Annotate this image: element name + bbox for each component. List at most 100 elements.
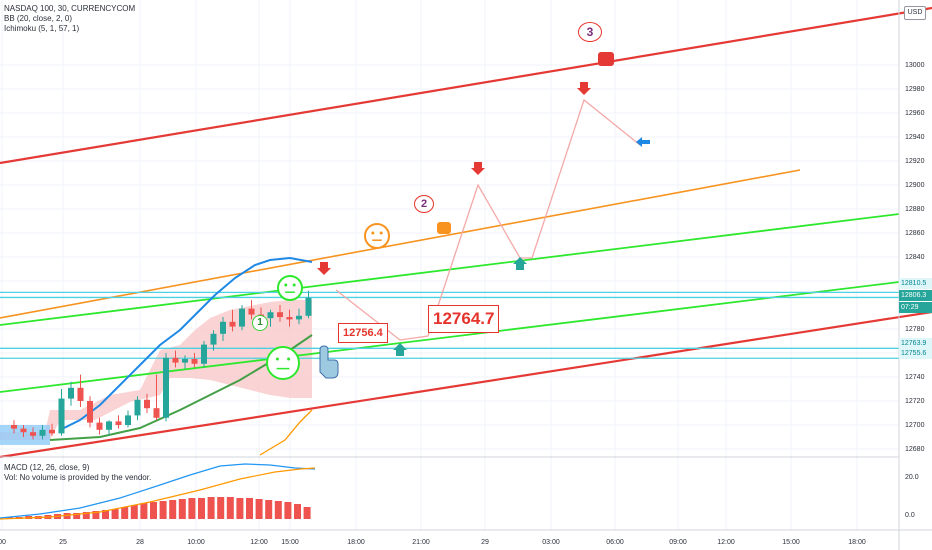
x-tick-label: 06:00	[606, 539, 624, 546]
channel-orange	[0, 169, 801, 319]
price-tag: 12806.3	[899, 290, 932, 301]
sell-arrow-2	[471, 162, 485, 175]
hand-pointer-icon	[319, 345, 339, 379]
macd-pane	[0, 463, 316, 520]
candle-body	[296, 315, 302, 320]
neutral-face-green-eye	[284, 283, 288, 287]
y-tick-label: 12920	[905, 158, 925, 165]
sell-arrow-3	[577, 82, 591, 95]
macd-histogram-bar	[178, 499, 186, 519]
macd-histogram-bar	[274, 501, 282, 519]
y-tick-label: 12780	[905, 326, 925, 333]
x-tick-label: 03:00	[542, 539, 560, 546]
x-tick-label: 12:00	[250, 539, 268, 546]
projection-path-line	[335, 98, 641, 341]
macd-histogram-bar	[92, 511, 100, 519]
step-bubble-1: 1	[252, 315, 268, 331]
macd-tick-20: 20.0	[905, 474, 919, 481]
x-tick-label: 15:00	[782, 539, 800, 546]
candle-body	[239, 308, 245, 327]
cloud-red	[0, 300, 312, 440]
price-tag: 12810.5	[899, 278, 932, 289]
candle-body	[153, 408, 160, 418]
price-tag: 12763.9	[899, 338, 932, 349]
step-bubble-2: 2	[414, 195, 434, 213]
neutral-face-green-large-outline	[266, 346, 300, 380]
currency-badge[interactable]: USD	[904, 6, 926, 20]
macd-signal-line	[0, 467, 316, 520]
x-tick-label: 18:00	[347, 539, 365, 546]
macd-histogram-bar	[217, 497, 225, 519]
y-tick-label: 12940	[905, 134, 925, 141]
candle-body	[248, 308, 255, 315]
projection-path	[335, 98, 641, 341]
macd-histogram-bar	[188, 498, 196, 519]
price-callout-12764: 12764.7	[428, 305, 500, 333]
symbol-title: NASDAQ 100, 30, CURRENCYCOM	[4, 4, 136, 13]
candle-body	[20, 428, 27, 433]
macd-histogram-bar	[6, 517, 13, 519]
cat-icon-red	[598, 52, 614, 66]
horizontal-levels	[0, 291, 899, 359]
candle-body	[277, 312, 283, 317]
candle-body	[182, 359, 188, 363]
candle-body	[125, 415, 131, 425]
candle-body	[87, 401, 93, 423]
macd-histogram-bar	[140, 503, 148, 519]
macd-histogram-bar	[63, 513, 71, 519]
price-tag: 07:29	[899, 302, 932, 313]
candle-body	[163, 357, 169, 418]
y-tick-label: 12700	[905, 422, 925, 429]
candle-body	[96, 422, 103, 430]
neutral-face-green-large-eye	[275, 357, 279, 361]
neutral-face-orange-eye	[379, 231, 383, 235]
macd-histogram-bar	[169, 500, 177, 519]
x-tick-label: 21:00	[412, 539, 430, 546]
macd-histogram-bar	[130, 505, 138, 519]
candle-body	[49, 429, 55, 434]
candle-body	[191, 359, 198, 364]
x-tick-label: 10:00	[187, 539, 205, 546]
sell-arrow-1	[317, 262, 331, 275]
macd-histogram-bar	[150, 502, 157, 519]
candle-body	[144, 399, 150, 409]
macd-histogram-bar	[102, 510, 109, 519]
macd-histogram-bar	[198, 498, 205, 519]
candle-body	[30, 432, 36, 436]
candle-body	[220, 321, 226, 334]
candle-body	[229, 321, 236, 327]
x-tick-label: 09:00	[669, 539, 687, 546]
y-tick-label: 12900	[905, 182, 925, 189]
macd-histogram-bar	[82, 512, 90, 519]
candle-body	[286, 317, 293, 320]
lagging-line	[259, 409, 313, 456]
x-tick-label: 25	[59, 539, 67, 546]
bb-upper-band	[59, 256, 313, 431]
macd-histogram-bar	[207, 497, 215, 519]
candle-body	[106, 421, 112, 430]
candle-body	[115, 421, 122, 425]
candle-body	[11, 425, 17, 429]
neutral-face-orange-outline	[364, 223, 390, 249]
y-tick-label: 12720	[905, 398, 925, 405]
macd-histogram-bar	[226, 497, 234, 519]
macd-line	[0, 463, 316, 519]
macd-histogram-bar	[236, 498, 244, 519]
y-tick-label: 12840	[905, 254, 925, 261]
x-tick-label: 18:00	[848, 539, 866, 546]
y-tick-label: 13000	[905, 62, 925, 69]
cloud-blue	[0, 425, 50, 445]
macd-histogram-bar	[111, 509, 119, 519]
markers	[266, 52, 650, 380]
cat-icon-orange	[437, 222, 451, 234]
neutral-face-green-large-eye	[287, 357, 291, 361]
buy-arrow-1	[393, 343, 407, 356]
neutral-face-green-eye	[292, 283, 296, 287]
candles	[11, 290, 312, 440]
macd-histogram-bar	[159, 501, 167, 519]
x-tick-label: 28	[136, 539, 144, 546]
macd-histogram-bar	[303, 507, 311, 519]
